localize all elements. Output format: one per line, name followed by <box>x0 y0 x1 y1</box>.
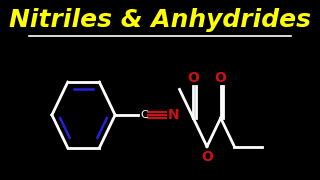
Text: O: O <box>187 71 199 85</box>
Text: Nitriles & Anhydrides: Nitriles & Anhydrides <box>9 8 311 32</box>
Text: N: N <box>167 108 179 122</box>
Text: C: C <box>140 110 148 120</box>
Text: O: O <box>215 71 227 85</box>
Text: O: O <box>201 150 213 164</box>
